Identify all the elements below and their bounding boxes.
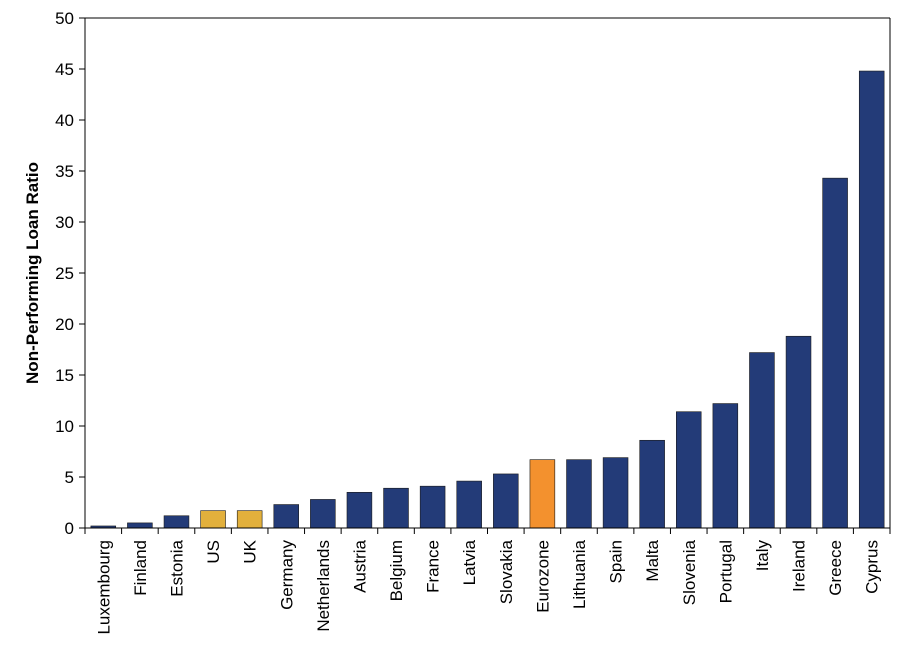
bar-slovenia xyxy=(676,411,702,529)
y-tick-label: 0 xyxy=(65,519,74,538)
bar-ireland xyxy=(785,335,812,529)
x-tick-label: Belgium xyxy=(387,540,406,601)
bar-lithuania xyxy=(566,459,592,529)
x-tick-label: Malta xyxy=(643,539,662,581)
bar-portugal xyxy=(712,403,739,529)
bar-austria xyxy=(346,491,373,529)
bar-us xyxy=(200,510,226,529)
x-tick-label: Ireland xyxy=(790,540,809,592)
y-tick-label: 15 xyxy=(55,366,74,385)
bar-spain xyxy=(602,457,629,529)
y-axis-ticks: 0 5 10 15 20 25 30 35 40 45 50 xyxy=(55,9,85,538)
bar-estonia xyxy=(163,515,190,529)
x-tick-label: France xyxy=(424,540,443,593)
bar-netherlands xyxy=(310,499,336,529)
bar-finland xyxy=(127,522,153,529)
bar-eurozone xyxy=(529,459,556,529)
y-tick-label: 50 xyxy=(55,9,74,28)
y-tick-label: 45 xyxy=(55,60,74,79)
bars xyxy=(90,70,885,529)
bar-slovakia xyxy=(493,473,519,529)
x-tick-label: Eurozone xyxy=(533,540,552,613)
y-axis-title: Non-Performing Loan Ratio xyxy=(23,162,42,384)
bar-france xyxy=(419,485,446,529)
bar-malta xyxy=(639,439,665,529)
x-tick-label: Italy xyxy=(753,540,772,572)
x-tick-label: Slovakia xyxy=(497,539,516,604)
x-tick-label: Finland xyxy=(131,540,150,596)
y-tick-label: 10 xyxy=(55,417,74,436)
y-tick-label: 30 xyxy=(55,213,74,232)
bar-greece xyxy=(822,177,848,529)
x-tick-label: Lithuania xyxy=(570,539,589,609)
y-tick-label: 5 xyxy=(65,468,74,487)
x-tick-label: Netherlands xyxy=(314,540,333,632)
bar-uk xyxy=(236,510,263,529)
x-tick-label: Portugal xyxy=(716,540,735,603)
x-tick-label: Slovenia xyxy=(680,539,699,605)
x-tick-label: Estonia xyxy=(167,539,186,596)
y-tick-label: 40 xyxy=(55,111,74,130)
y-tick-label: 35 xyxy=(55,162,74,181)
axes xyxy=(84,17,891,529)
x-axis-ticks: Luxembourg Finland Estonia US UK Germany Nethe… xyxy=(84,528,891,635)
x-tick-label: Luxembourg xyxy=(94,540,113,635)
x-tick-label: UK xyxy=(241,539,260,563)
bar-cyprus xyxy=(858,70,885,529)
x-tick-label: Cyprus xyxy=(863,540,882,594)
bar-italy xyxy=(749,352,775,529)
bar-germany xyxy=(273,504,299,529)
x-tick-label: Austria xyxy=(350,539,369,592)
y-tick-label: 20 xyxy=(55,315,74,334)
x-tick-label: Germany xyxy=(277,540,296,610)
bar-belgium xyxy=(383,487,409,529)
bar-latvia xyxy=(456,480,482,529)
x-tick-label: Greece xyxy=(826,540,845,596)
x-tick-label: Spain xyxy=(607,540,626,583)
x-tick-label: US xyxy=(204,540,223,564)
y-tick-label: 25 xyxy=(55,264,74,283)
x-tick-label: Latvia xyxy=(460,539,479,585)
y-axis-title-group: Non-Performing Loan Ratio xyxy=(23,162,42,384)
